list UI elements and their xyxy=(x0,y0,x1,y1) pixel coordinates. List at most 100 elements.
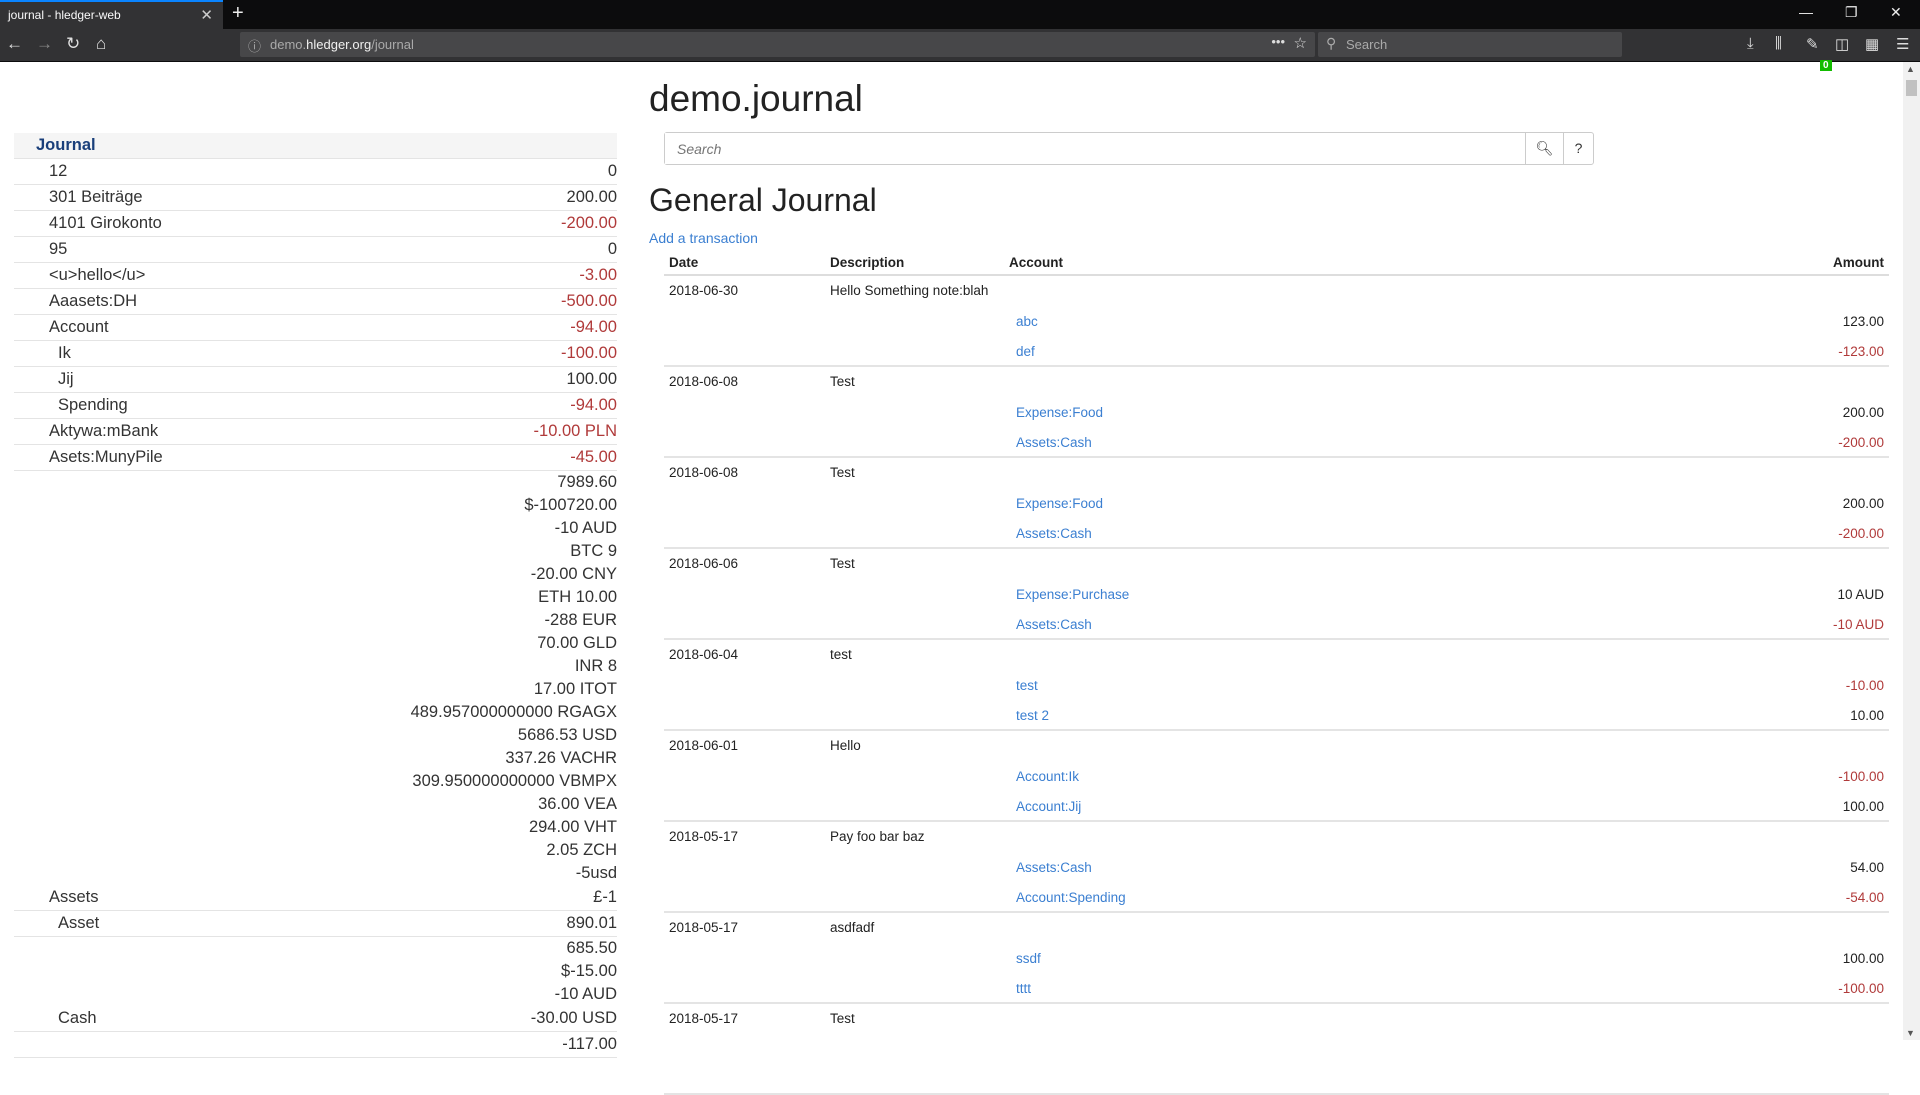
sidebar-account-name[interactable]: 95 xyxy=(49,240,68,258)
home-icon[interactable]: ⌂ xyxy=(96,34,107,53)
minimize-icon[interactable]: — xyxy=(1799,4,1813,20)
sidebar-account-name[interactable]: 12 xyxy=(49,162,68,180)
transaction-row[interactable]: 2018-05-17 Pay foo bar baz xyxy=(664,822,1889,853)
help-button[interactable]: ? xyxy=(1563,133,1593,164)
transaction-row[interactable]: 2018-06-30 Hello Something note:blah xyxy=(664,276,1889,307)
page-actions-icon[interactable]: ••• xyxy=(1271,34,1285,49)
extensions-icon[interactable]: ▦ xyxy=(1865,36,1880,53)
sidebar-account-name[interactable] xyxy=(14,862,49,885)
new-tab-icon[interactable]: + xyxy=(232,2,244,24)
sidebar-account-name[interactable]: Cash xyxy=(58,1009,97,1027)
sidebar-account-name[interactable] xyxy=(14,747,49,770)
posting-account-link[interactable]: Account:Ik xyxy=(1016,769,1080,784)
sidebar-account-name[interactable] xyxy=(14,632,49,655)
sidebar-account-row[interactable]: 95 0 xyxy=(14,237,617,263)
sidebar-account-name[interactable]: <u>hello</u> xyxy=(49,266,146,284)
sidebar-account-name[interactable] xyxy=(14,816,49,839)
sidebar-account-row[interactable]: 4101 Girokonto -200.00 xyxy=(14,211,617,237)
info-icon[interactable]: ⓘ xyxy=(248,39,262,54)
transaction-row[interactable]: 2018-06-08 Test xyxy=(664,458,1889,489)
sidebar-account-name[interactable]: 4101 Girokonto xyxy=(49,214,162,232)
close-window-icon[interactable]: ✕ xyxy=(1890,4,1902,20)
sidebar-journal-link[interactable]: Journal xyxy=(14,133,617,159)
reload-icon[interactable]: ↻ xyxy=(66,34,81,53)
sidebar-account-name[interactable]: Aaasets:DH xyxy=(49,292,138,310)
sidebar-account-name[interactable] xyxy=(14,983,58,1006)
add-transaction-link[interactable]: Add a transaction xyxy=(649,230,758,246)
sidebar-account-row[interactable]: Asset 890.01 xyxy=(14,911,617,937)
posting-account-link[interactable]: ssdf xyxy=(1016,951,1041,966)
sidebar-account-name[interactable] xyxy=(14,540,49,563)
posting-account-link[interactable]: Expense:Purchase xyxy=(1016,587,1130,602)
sidebar-account-name[interactable] xyxy=(14,655,49,678)
back-icon[interactable]: ← xyxy=(6,34,23,53)
transaction-row[interactable]: 2018-06-06 Test xyxy=(664,549,1889,580)
sidebar-account-row[interactable]: Spending -94.00 xyxy=(14,393,617,419)
sidebar-account-row[interactable]: Aktywa:mBank -10.00 PLN xyxy=(14,419,617,445)
browser-search-input[interactable]: ⚲ Search xyxy=(1318,32,1622,57)
sidebar-account-name[interactable] xyxy=(14,1032,58,1057)
transaction-row[interactable]: 2018-05-17 asdfadf xyxy=(664,913,1889,944)
sidebar-account-row[interactable]: Ik -100.00 xyxy=(14,341,617,367)
sidebar-account-name[interactable]: Jij xyxy=(58,370,74,388)
sidebar-account-name[interactable] xyxy=(14,678,49,701)
sidebar-account-name[interactable] xyxy=(14,724,49,747)
sidebar-account-name[interactable] xyxy=(14,770,49,793)
forward-icon[interactable]: → xyxy=(36,34,53,53)
scrollbar-thumb[interactable] xyxy=(1906,80,1917,96)
posting-account-link[interactable]: abc xyxy=(1016,314,1038,329)
sidebar-account-name[interactable]: Ik xyxy=(58,344,71,362)
sidebar-account-name[interactable] xyxy=(14,793,49,816)
sidebar-account-name[interactable] xyxy=(14,609,49,632)
sidebar-account-row[interactable]: Account -94.00 xyxy=(14,315,617,341)
sidebar-account-name[interactable] xyxy=(14,517,49,540)
sidebar-account-name[interactable] xyxy=(14,471,49,494)
sidebar-account-name[interactable] xyxy=(14,701,49,724)
transaction-row[interactable]: 2018-06-01 Hello xyxy=(664,731,1889,762)
sidebar-account-name[interactable]: Asets:MunyPile xyxy=(49,448,163,466)
sidebar-account-row[interactable]: Aaasets:DH -500.00 xyxy=(14,289,617,315)
transaction-row[interactable]: 2018-06-08 Test xyxy=(664,367,1889,398)
sidebar-account-row[interactable]: 301 Beiträge 200.00 xyxy=(14,185,617,211)
menu-icon[interactable]: ☰ xyxy=(1896,36,1910,53)
addon-icon[interactable]: ✎ xyxy=(1806,36,1819,53)
sidebar-account-name[interactable]: 301 Beiträge xyxy=(49,188,143,206)
posting-account-link[interactable]: Assets:Cash xyxy=(1016,617,1092,632)
sidebar-account-name[interactable]: Account xyxy=(49,318,109,336)
sidebar-account-name[interactable] xyxy=(14,586,49,609)
sidebar-account-name[interactable] xyxy=(14,937,58,960)
transaction-row[interactable]: 2018-05-17 Test xyxy=(664,1004,1889,1035)
posting-account-link[interactable]: Assets:Cash xyxy=(1016,435,1092,450)
sidebar-account-row[interactable]: Asets:MunyPile -45.00 xyxy=(14,445,617,471)
posting-account-link[interactable]: test 2 xyxy=(1016,708,1050,723)
sidebar-account-name[interactable] xyxy=(14,563,49,586)
search-button[interactable]: 🔍︎ xyxy=(1525,133,1563,164)
url-bar[interactable]: ⓘ demo.hledger.org/journal ••• ☆ xyxy=(240,32,1315,57)
sidebar-account-row[interactable]: Jij 100.00 xyxy=(14,367,617,393)
posting-account-link[interactable]: tttt xyxy=(1016,981,1032,996)
posting-account-link[interactable]: Expense:Food xyxy=(1016,496,1104,511)
close-tab-icon[interactable]: ✕ xyxy=(200,7,213,24)
sidebar-account-name[interactable] xyxy=(14,839,49,862)
scroll-down-icon[interactable]: ▼ xyxy=(1906,1028,1915,1038)
sidebar-account-name[interactable]: Spending xyxy=(58,396,128,414)
sidebar-toggle-icon[interactable]: ◫ xyxy=(1835,36,1850,53)
restore-icon[interactable]: ❐ xyxy=(1845,4,1858,20)
sidebar-account-row[interactable]: <u>hello</u> -3.00 xyxy=(14,263,617,289)
posting-account-link[interactable]: Account:Spending xyxy=(1016,890,1126,905)
posting-account-link[interactable]: Assets:Cash xyxy=(1016,860,1092,875)
transaction-row[interactable]: 2018-06-04 test xyxy=(664,640,1889,671)
library-icon[interactable]: ⫼ xyxy=(1775,35,1782,52)
sidebar-account-row[interactable]: Assets £-1 xyxy=(14,885,617,911)
sidebar-account-name[interactable]: Asset xyxy=(58,914,100,932)
posting-account-link[interactable]: def xyxy=(1016,344,1035,359)
sidebar-account-row[interactable]: Cash -30.00 USD xyxy=(14,1006,617,1032)
search-input[interactable] xyxy=(665,133,1525,164)
browser-tab[interactable]: journal - hledger-web ✕ xyxy=(0,0,223,29)
posting-account-link[interactable]: Expense:Food xyxy=(1016,405,1104,420)
sidebar-account-name[interactable]: Aktywa:mBank xyxy=(49,422,159,440)
sidebar-account-name[interactable] xyxy=(14,960,58,983)
page-scrollbar[interactable]: ▲ ▼ xyxy=(1903,62,1920,1040)
posting-account-link[interactable]: test xyxy=(1016,678,1038,693)
download-icon[interactable]: ⤓ xyxy=(1747,35,1754,52)
